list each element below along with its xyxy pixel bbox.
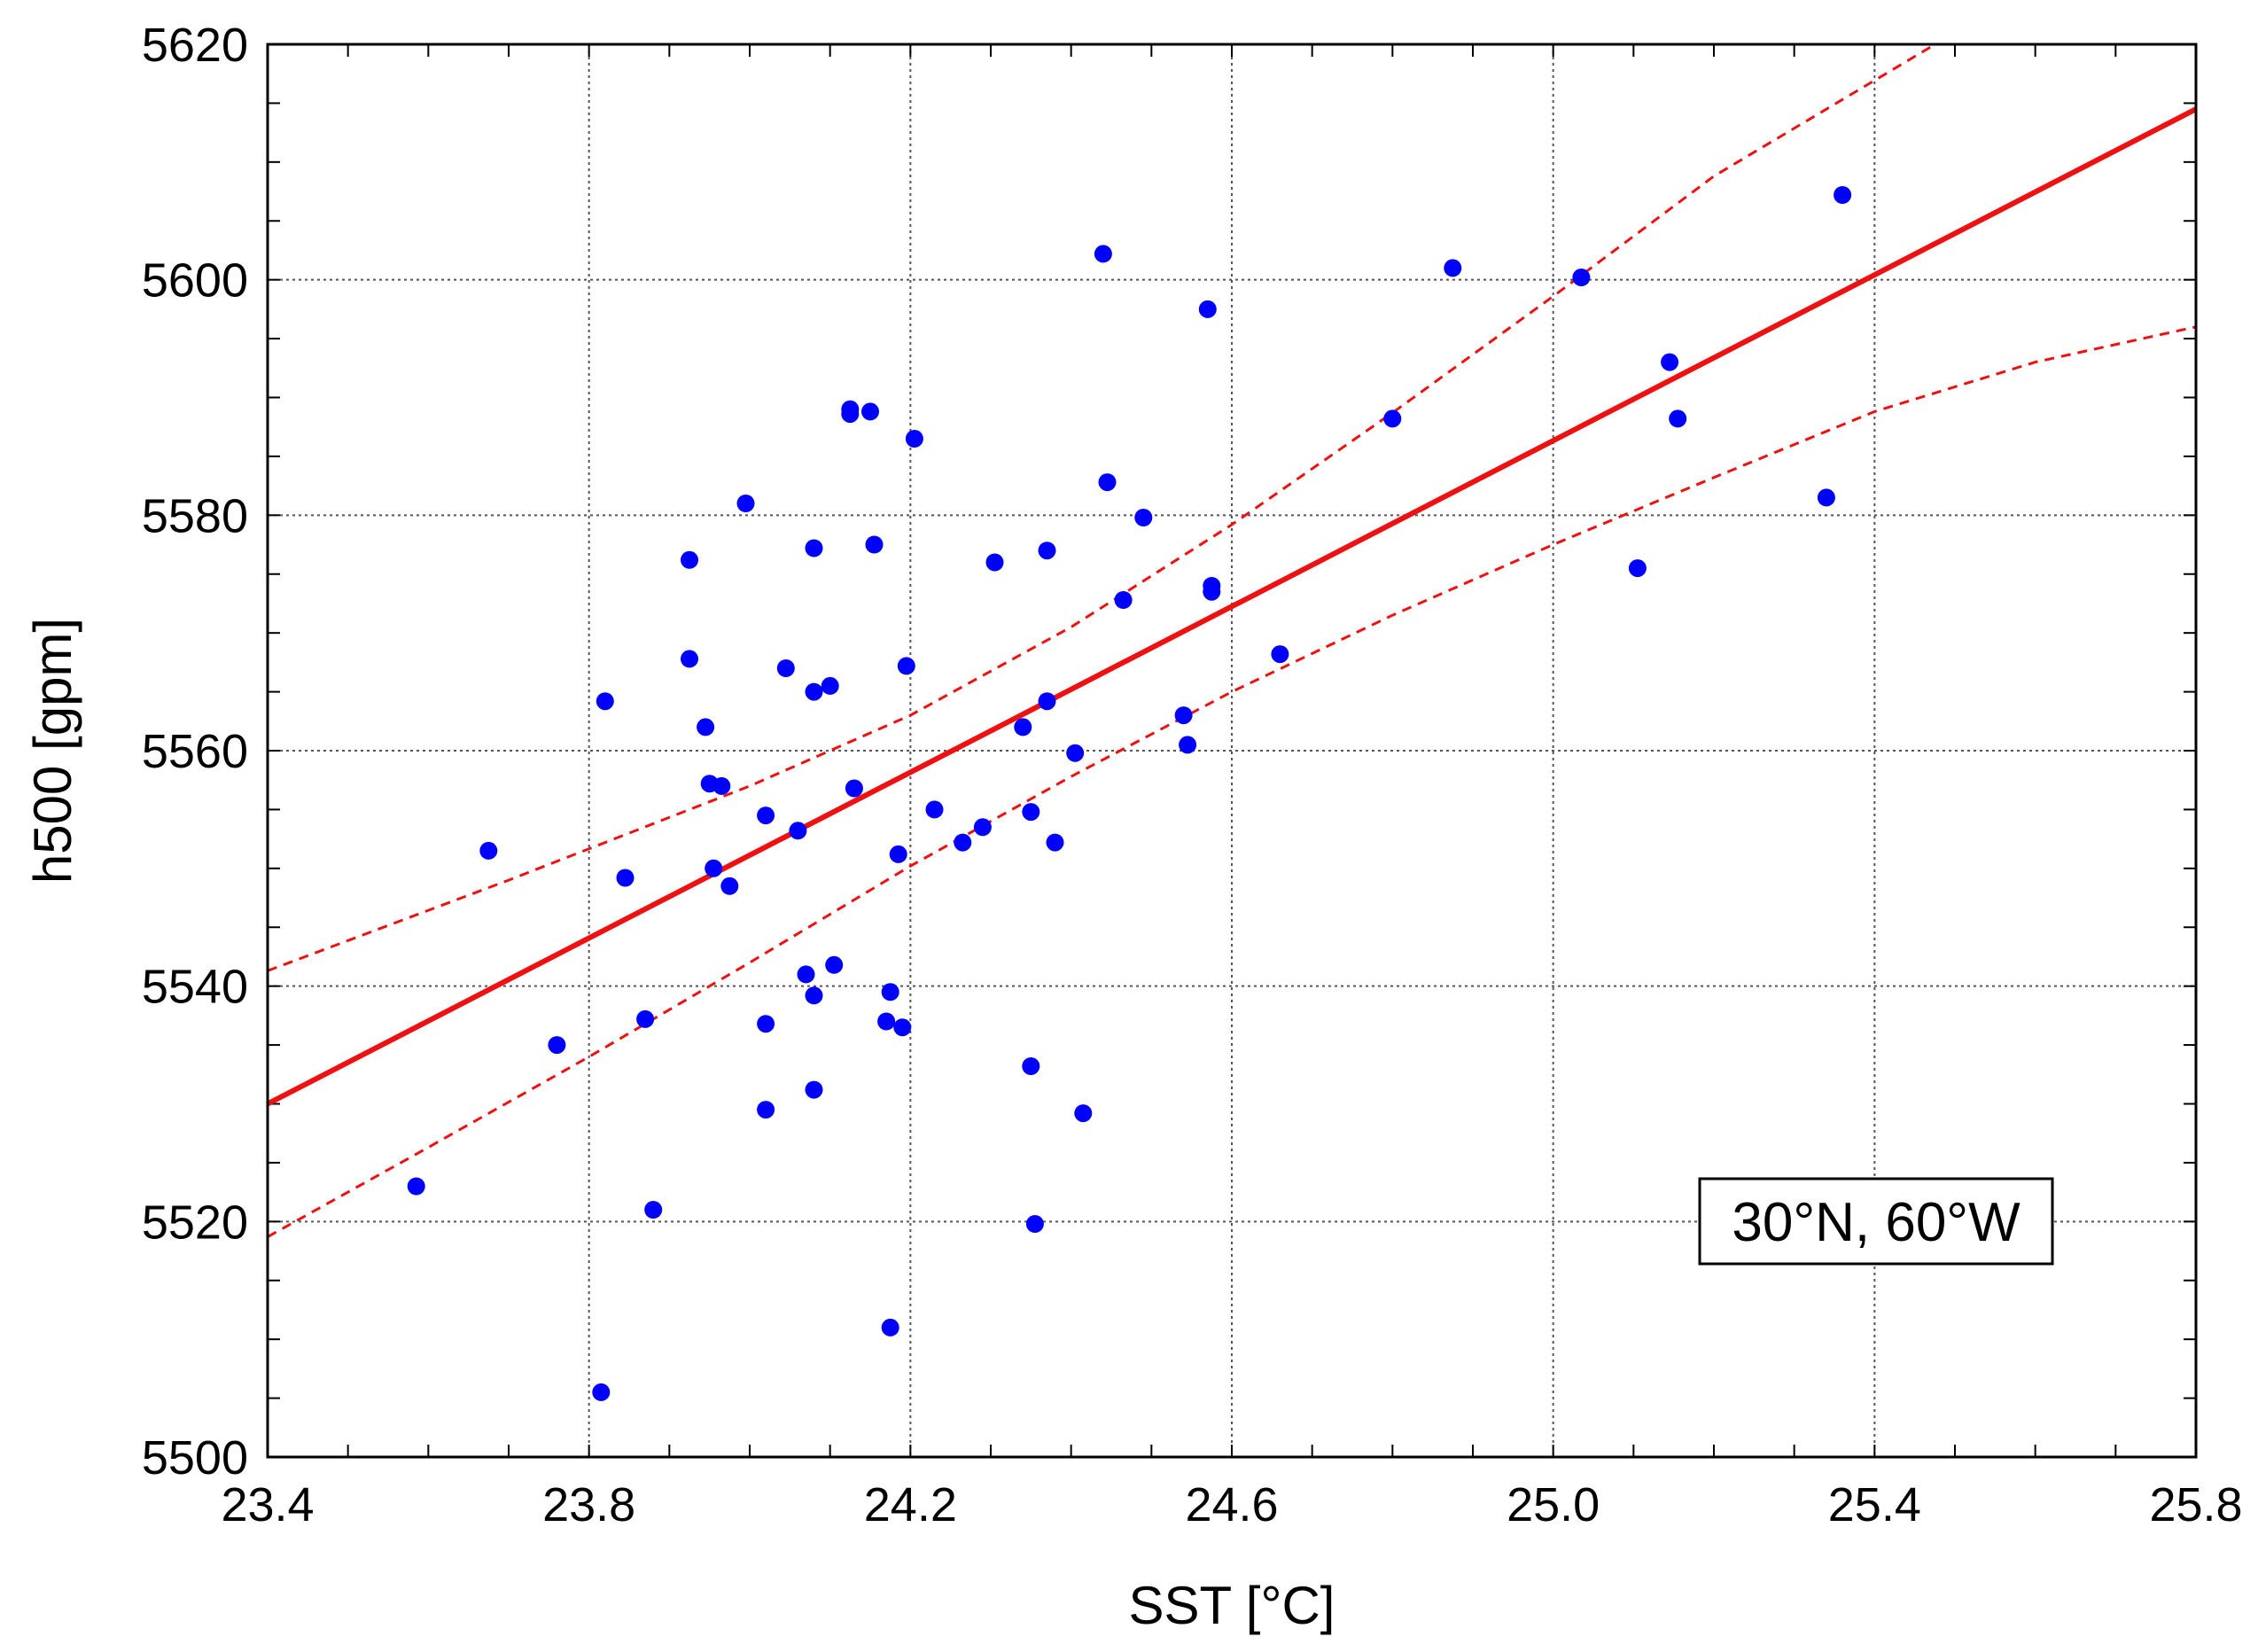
data-point <box>592 1383 611 1401</box>
x-axis-label: SST [°C] <box>1129 1576 1335 1635</box>
data-point <box>1038 692 1056 711</box>
data-point <box>1669 409 1687 428</box>
y-tick-label: 5520 <box>142 1196 248 1249</box>
data-point <box>1817 488 1835 507</box>
data-point <box>985 553 1004 572</box>
ci-lower-line <box>268 325 2196 1238</box>
data-point <box>925 800 944 819</box>
x-tick-label: 25.4 <box>1828 1478 1921 1531</box>
data-point <box>845 779 863 798</box>
y-tick-label: 5580 <box>142 489 248 542</box>
x-tick-label: 23.8 <box>542 1478 635 1531</box>
data-point <box>893 1018 912 1037</box>
data-point <box>1114 591 1133 609</box>
data-point <box>407 1177 425 1196</box>
data-point <box>1179 736 1197 754</box>
y-axis-label: h500 [gpm] <box>23 618 82 884</box>
data-point <box>776 659 795 677</box>
ci-upper-line <box>268 44 1938 972</box>
y-tick-labels: 5500 5520 5540 5560 5580 5600 5620 <box>142 19 248 1484</box>
data-point <box>1444 259 1462 277</box>
data-point <box>905 430 923 448</box>
annotation-box <box>1698 1177 2054 1266</box>
x-tick-label: 25.0 <box>1507 1478 1600 1531</box>
annotation-text: 30°N, 60°W <box>1732 1192 2021 1253</box>
data-point <box>697 718 715 736</box>
data-point <box>757 807 775 825</box>
data-point <box>861 402 879 421</box>
data-point <box>1046 833 1064 852</box>
x-tick-label: 24.6 <box>1185 1478 1278 1531</box>
data-point <box>821 676 839 695</box>
data-point <box>954 833 972 852</box>
data-point <box>1628 559 1647 578</box>
data-point <box>616 869 635 887</box>
y-tick-label: 5500 <box>142 1431 248 1484</box>
data-point <box>757 1015 775 1033</box>
data-point <box>636 1009 655 1028</box>
data-point <box>1834 186 1852 204</box>
data-point <box>1014 718 1032 736</box>
data-point <box>1134 509 1153 526</box>
data-point <box>1025 1215 1044 1233</box>
data-point <box>757 1101 775 1119</box>
data-point <box>1271 645 1289 664</box>
data-point <box>712 776 731 795</box>
data-point <box>889 845 907 863</box>
y-tick-label: 5560 <box>142 725 248 778</box>
data-point <box>1661 353 1679 371</box>
data-point <box>1038 542 1056 560</box>
data-point <box>1094 245 1112 263</box>
data-point <box>805 539 823 557</box>
regression-fit <box>268 106 2196 1107</box>
data-point <box>736 495 755 512</box>
x-tick-labels: 23.4 23.8 24.2 24.6 25.0 25.4 25.8 <box>221 1478 2242 1531</box>
data-point <box>877 1012 896 1031</box>
data-point <box>973 818 992 837</box>
data-point <box>881 1318 899 1336</box>
data-point <box>644 1201 663 1219</box>
data-point <box>720 877 739 895</box>
data-point <box>797 965 815 984</box>
data-point <box>805 682 823 701</box>
location-annotation: 30°N, 60°W <box>1698 1177 2054 1266</box>
x-tick-label: 23.4 <box>221 1478 314 1531</box>
x-tick-label: 24.2 <box>864 1478 957 1531</box>
data-point <box>1066 744 1085 762</box>
data-point <box>865 535 884 554</box>
plot-frame <box>266 43 2198 1459</box>
data-point <box>1074 1104 1093 1123</box>
data-point <box>1174 706 1193 725</box>
data-point <box>1022 1057 1040 1075</box>
data-point <box>1022 803 1040 822</box>
data-point <box>825 955 844 974</box>
x-tick-label: 25.8 <box>2149 1478 2242 1531</box>
data-point <box>789 822 807 840</box>
data-point <box>881 983 899 1001</box>
data-point <box>479 841 498 860</box>
data-point <box>705 859 723 877</box>
data-point <box>1098 473 1117 492</box>
data-point <box>805 986 823 1005</box>
data-point <box>1203 582 1221 601</box>
data-point <box>596 692 614 711</box>
data-point <box>841 405 860 424</box>
y-tick-label: 5540 <box>142 961 248 1014</box>
confidence-bands <box>268 44 2196 1238</box>
data-point <box>897 657 915 675</box>
data-point <box>1383 409 1402 428</box>
data-points <box>407 186 1852 1401</box>
data-point <box>1572 269 1591 286</box>
fit-line <box>268 106 2196 1107</box>
y-tick-label: 5620 <box>142 19 248 72</box>
data-point <box>681 650 698 668</box>
y-tick-label: 5600 <box>142 254 248 308</box>
data-point <box>548 1036 566 1055</box>
data-point <box>1198 300 1217 318</box>
data-point <box>681 550 698 569</box>
data-point <box>805 1080 823 1099</box>
